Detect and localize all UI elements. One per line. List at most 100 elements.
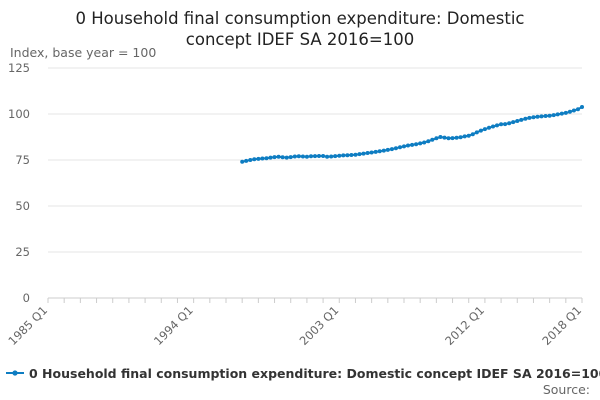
data-point [470,132,475,137]
data-point [313,154,317,159]
data-point [393,146,398,151]
data-point [402,144,406,149]
data-point [454,135,459,140]
data-point [345,153,350,158]
data-point [309,154,313,159]
data-point [503,122,508,127]
data-point [491,124,495,129]
data-point [321,154,326,158]
series-line [241,106,583,163]
data-point [563,110,568,115]
data-point [539,114,544,119]
data-point [333,154,338,159]
data-point [418,141,423,146]
data-point [292,154,297,159]
data-point [365,151,370,155]
data-point [474,130,479,135]
y-tick-label: 25 [15,245,30,259]
chart-title-line-1: 0 Household final consumption expenditur… [76,9,525,28]
data-point [385,147,390,152]
data-point [434,136,439,141]
data-point [300,154,305,159]
data-point [430,137,435,142]
data-point [341,153,346,158]
data-point [288,155,293,160]
data-point [442,135,447,140]
x-tick-label: 1994 Q1 [151,303,196,348]
data-point [317,154,321,158]
data-point [438,135,443,139]
data-point [276,154,281,159]
data-point [478,128,483,133]
data-point [523,116,528,121]
data-point [450,136,455,141]
data-point [325,154,330,159]
data-point [373,149,378,154]
data-point [377,149,382,154]
data-point [555,112,560,117]
data-point [296,154,301,159]
data-point [576,107,580,112]
data-point [571,108,576,113]
data-point [551,113,556,118]
chart-title-line-2: concept IDEF SA 2016=100 [186,30,414,49]
x-tick-label: 2012 Q1 [442,303,487,348]
data-point [580,105,584,109]
x-tick-label: 2003 Q1 [297,303,342,348]
data-point [244,158,249,163]
data-point [389,147,394,152]
data-point [381,148,386,153]
data-point [260,156,265,161]
data-point [353,152,358,157]
data-point [543,114,548,118]
data-point [264,156,269,161]
x-tick-label: 1985 Q1 [5,303,50,348]
data-point [511,120,516,125]
data-point [406,143,410,148]
data-point [499,122,504,127]
data-point [567,109,572,114]
data-point [304,154,309,159]
data-point [458,135,463,140]
legend-label: 0 Household final consumption expenditur… [29,366,600,381]
data-point [268,155,273,160]
data-point [357,152,362,157]
data-point [466,133,471,138]
data-point [256,156,261,161]
y-tick-label: 75 [15,153,30,167]
data-point [349,153,354,157]
y-tick-label: 50 [15,199,30,213]
data-point [252,157,257,162]
data-point [482,127,487,132]
data-point [507,121,512,126]
data-point [248,158,253,162]
data-point [495,123,499,128]
data-point [487,125,491,130]
data-point [414,142,419,147]
data-point [398,145,402,150]
x-axis-ticks: 1985 Q1 1994 Q1 2003 Q1 2012 Q1 2018 Q1 [5,298,584,348]
y-tick-label: 125 [8,61,30,75]
data-point [337,153,342,158]
data-point [531,115,536,120]
data-point [410,142,415,147]
data-point [284,155,289,160]
y-tick-label: 100 [8,107,30,121]
data-point [515,119,520,123]
data-point [559,111,564,116]
legend-marker-icon [12,370,18,376]
data-point [535,114,540,119]
data-point [519,117,524,122]
legend[interactable]: 0 Household final consumption expenditur… [6,366,600,381]
y-axis-label: Index, base year = 100 [10,45,156,60]
y-axis-ticks: 0 25 50 75 100 125 [8,61,30,305]
x-tick-label: 2018 Q1 [539,303,584,348]
source-label: Source: [543,382,590,397]
data-point [462,134,467,139]
data-point [547,113,552,118]
data-point [280,155,285,160]
data-point [527,115,532,120]
grid-lines [48,67,582,253]
data-point [329,154,334,159]
